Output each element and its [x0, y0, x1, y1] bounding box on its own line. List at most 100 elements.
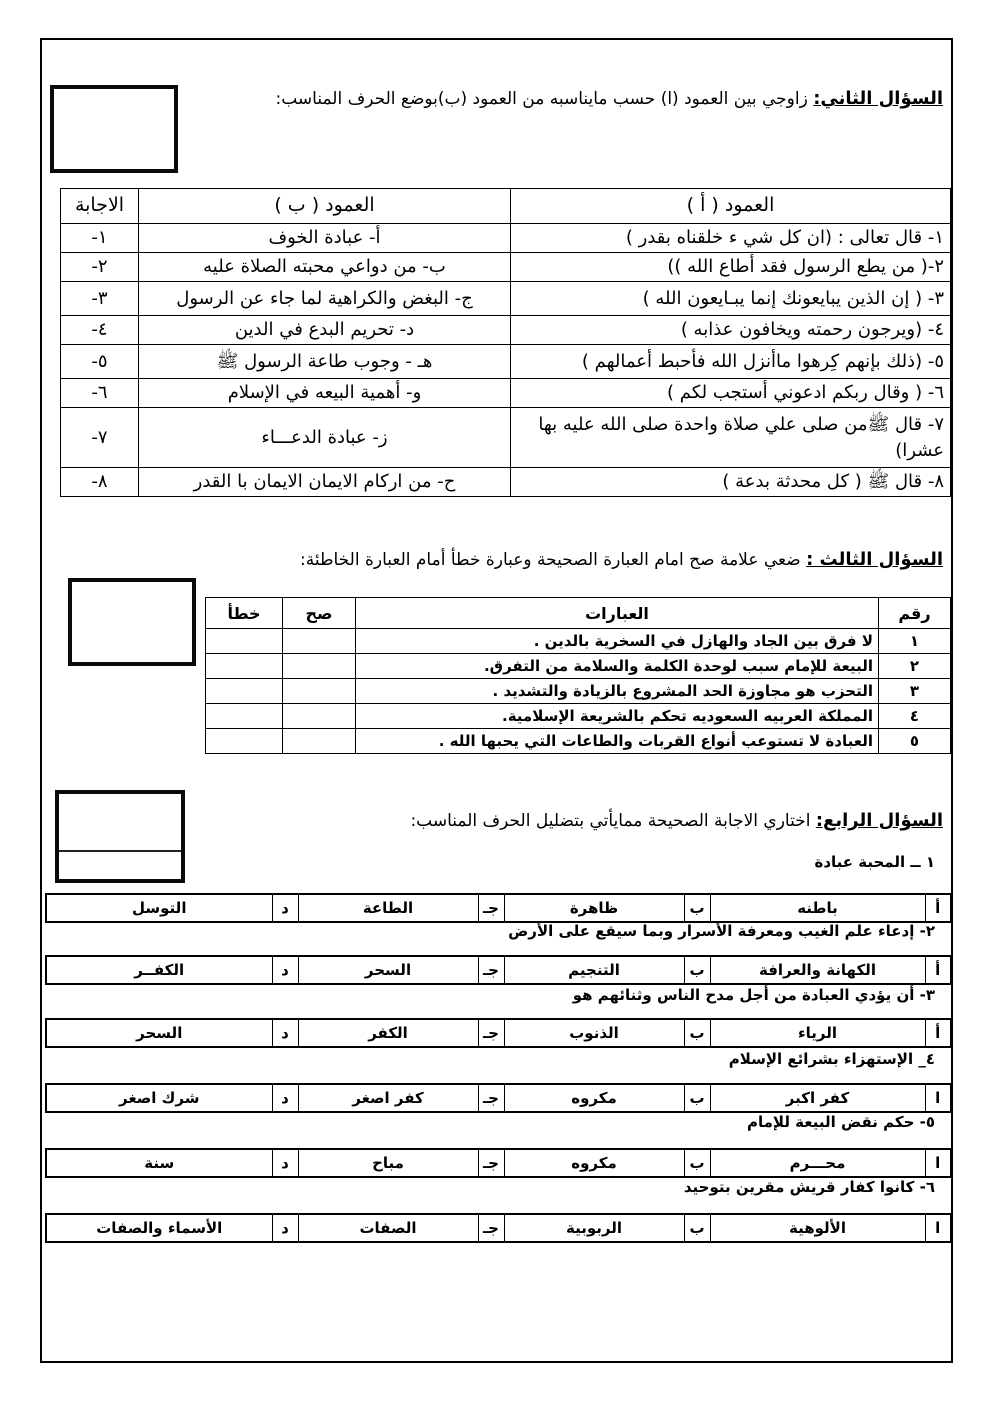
- option-letter: جـ: [477, 1148, 505, 1178]
- score-box-q3: [68, 578, 196, 666]
- statement-cell: البيعة للإمام سبب لوحدة الكلمة والسلامة …: [355, 653, 879, 679]
- option-text: الرياء: [709, 1018, 926, 1048]
- option-letter: جـ: [477, 955, 505, 985]
- false-cell: [205, 728, 283, 754]
- statement-cell: لا فرق بين الجاد والهازل في السخرية بالد…: [355, 628, 879, 654]
- statements-header: العبارات: [355, 597, 879, 629]
- false-cell: [205, 703, 283, 729]
- matching-row: ١- قال تعالى : (ان كل شي ء خلقناه بقدر )…: [60, 222, 951, 254]
- item-a: ٤- (ويرجون رحمته ويخافون عذابه ): [510, 315, 951, 346]
- item-a: ٣- ( إن الذين يبايعونك إنما يبـايعون الل…: [510, 281, 951, 317]
- true-cell: [282, 678, 356, 704]
- statement-number: ٥: [878, 728, 951, 754]
- q4-instruction: اختاري الاجابة الصحيحة ممايأتي بتضليل ال…: [410, 811, 811, 831]
- option-text: الصفات: [297, 1213, 479, 1243]
- mcq-stem: ٦- كانوا كفار قريش مقرين بتوحيد: [683, 1178, 935, 1196]
- answer-cell: ٥-: [60, 344, 139, 380]
- mcq-stem: ٢- إدعاء علم الغيب ومعرفة الأسرار وبما س…: [508, 922, 935, 940]
- item-a: ٦- ( وقال ربكم ادعوني أستجب لكم ): [510, 378, 951, 409]
- tf-header-row: رقم العبارات صح خطأ: [205, 597, 951, 629]
- true-cell: [282, 628, 356, 654]
- answer-cell: ٨-: [60, 467, 139, 498]
- option-letter: ا: [924, 1083, 952, 1113]
- option-letter: ب: [683, 955, 711, 985]
- true-false-table: رقم العبارات صح خطأ ١ لا فرق بين الجاد و…: [205, 597, 951, 754]
- item-a: ٢-( من يطع الرسول فقد أطاع الله )): [510, 252, 951, 283]
- statement-cell: التحزب هو مجاوزة الحد المشروع بالزيادة و…: [355, 678, 879, 704]
- mcq-stem: ٣- أن يؤدي العبادة من أجل مدح الناس وثنا…: [572, 986, 935, 1004]
- statement-number: ٤: [878, 703, 951, 729]
- score-box-q4: [55, 790, 185, 883]
- option-text: الكفر: [297, 1018, 479, 1048]
- q4-title: السؤال الرابع:: [815, 810, 943, 831]
- matching-table: العمود ( أ ) العمود ( ب ) الاجابة ١- قال…: [60, 188, 951, 498]
- option-letter: د: [271, 893, 299, 923]
- q3-title: السؤال الثالث :: [806, 549, 943, 570]
- answer-cell: ٢-: [60, 252, 139, 283]
- mcq-options-row: أ الرياء ب الذنوب جـ الكفر د السحر: [45, 1018, 952, 1048]
- tf-row: ٥ العبادة لا تستوعب أنواع القربات والطاع…: [205, 728, 951, 754]
- false-cell: [205, 628, 283, 654]
- option-text: مباح: [297, 1148, 479, 1178]
- option-text: كفر اصغر: [297, 1083, 479, 1113]
- item-b: أ- عبادة الخوف: [138, 222, 511, 254]
- page-border: [40, 38, 953, 1363]
- statement-number: ٢: [878, 653, 951, 679]
- q2-title: السؤال الثاني:: [813, 88, 943, 109]
- option-text: ظاهرة: [503, 893, 685, 923]
- option-text: التنجيم: [503, 955, 685, 985]
- false-cell: [205, 653, 283, 679]
- matching-row: ٧- قال ﷺمن صلى علي صلاة واحدة صلى الله ع…: [60, 407, 951, 469]
- option-text: شرك اصغر: [45, 1083, 273, 1113]
- true-cell: [282, 728, 356, 754]
- option-letter: أ: [924, 1018, 952, 1048]
- statement-number: ٣: [878, 678, 951, 704]
- answer-cell: ٣-: [60, 281, 139, 317]
- mcq-options-row: ا محـــرم ب مكروه جـ مباح د سنة: [45, 1148, 952, 1178]
- item-a: ٧- قال ﷺمن صلى علي صلاة واحدة صلى الله ع…: [510, 407, 951, 469]
- option-letter: ب: [683, 1018, 711, 1048]
- option-letter: جـ: [477, 1018, 505, 1048]
- option-text: السحر: [297, 955, 479, 985]
- mcq-options-row: ا الألوهية ب الربوبية جـ الصفات د الأسما…: [45, 1213, 952, 1243]
- column-b-header: العمود ( ب ): [138, 188, 511, 224]
- option-text: باطنه: [709, 893, 926, 923]
- q2-instruction: زاوجي بين العمود (ا) حسب مايناسبه من الع…: [275, 89, 808, 109]
- option-text: الأسماء والصفات: [45, 1213, 273, 1243]
- option-text: الطاعة: [297, 893, 479, 923]
- answer-cell: ١-: [60, 222, 139, 254]
- option-letter: د: [271, 1148, 299, 1178]
- mcq-stem: ٤_ الإستهزاء بشرائع الإسلام: [728, 1050, 935, 1068]
- statement-cell: العبادة لا تستوعب أنواع القربات والطاعات…: [355, 728, 879, 754]
- option-text: السحر: [45, 1018, 273, 1048]
- false-cell: [205, 678, 283, 704]
- matching-row: ٥- (ذلك بإنهم كِرهوا ماأنزل الله فأحبط أ…: [60, 344, 951, 380]
- number-header: رقم: [878, 597, 951, 629]
- answer-cell: ٤-: [60, 315, 139, 346]
- mcq-stem: ٥- حكم نقض البيعة للإمام: [747, 1113, 935, 1131]
- statement-number: ١: [878, 628, 951, 654]
- matching-row: ٦- ( وقال ربكم ادعوني أستجب لكم ) و- أهم…: [60, 378, 951, 409]
- option-text: الكهانة والعرافة: [709, 955, 926, 985]
- item-b: ب- من دواعي محبته الصلاة عليه: [138, 252, 511, 283]
- q3-header: السؤال الثالث : ضعي علامة صح امام العبار…: [300, 549, 943, 570]
- mcq-options-row: أ باطنه ب ظاهرة جـ الطاعة د التوسل: [45, 893, 952, 923]
- option-text: الكفــر: [45, 955, 273, 985]
- q4-header: السؤال الرابع: اختاري الاجابة الصحيحة مم…: [410, 810, 943, 831]
- q3-instruction: ضعي علامة صح امام العبارة الصحيحة وعبارة…: [299, 550, 801, 570]
- option-text: الذنوب: [503, 1018, 685, 1048]
- item-b: ح- من اركام الايمان الايمان با القدر: [138, 467, 511, 498]
- option-text: كفر اكبر: [709, 1083, 926, 1113]
- matching-row: ٢-( من يطع الرسول فقد أطاع الله )) ب- من…: [60, 252, 951, 283]
- matching-header-row: العمود ( أ ) العمود ( ب ) الاجابة: [60, 188, 951, 224]
- item-a: ٨- قال ﷺ ( كل محدثة بدعة ): [510, 467, 951, 498]
- option-letter: أ: [924, 955, 952, 985]
- mcq-options-row: أ الكهانة والعرافة ب التنجيم جـ السحر د …: [45, 955, 952, 985]
- option-text: الربوبية: [503, 1213, 685, 1243]
- mcq-options-row: ا كفر اكبر ب مكروه جـ كفر اصغر د شرك اصغ…: [45, 1083, 952, 1113]
- option-letter: جـ: [477, 1083, 505, 1113]
- item-b: ز- عبادة الدعـــاء: [138, 407, 511, 469]
- option-letter: جـ: [477, 893, 505, 923]
- option-text: الألوهية: [709, 1213, 926, 1243]
